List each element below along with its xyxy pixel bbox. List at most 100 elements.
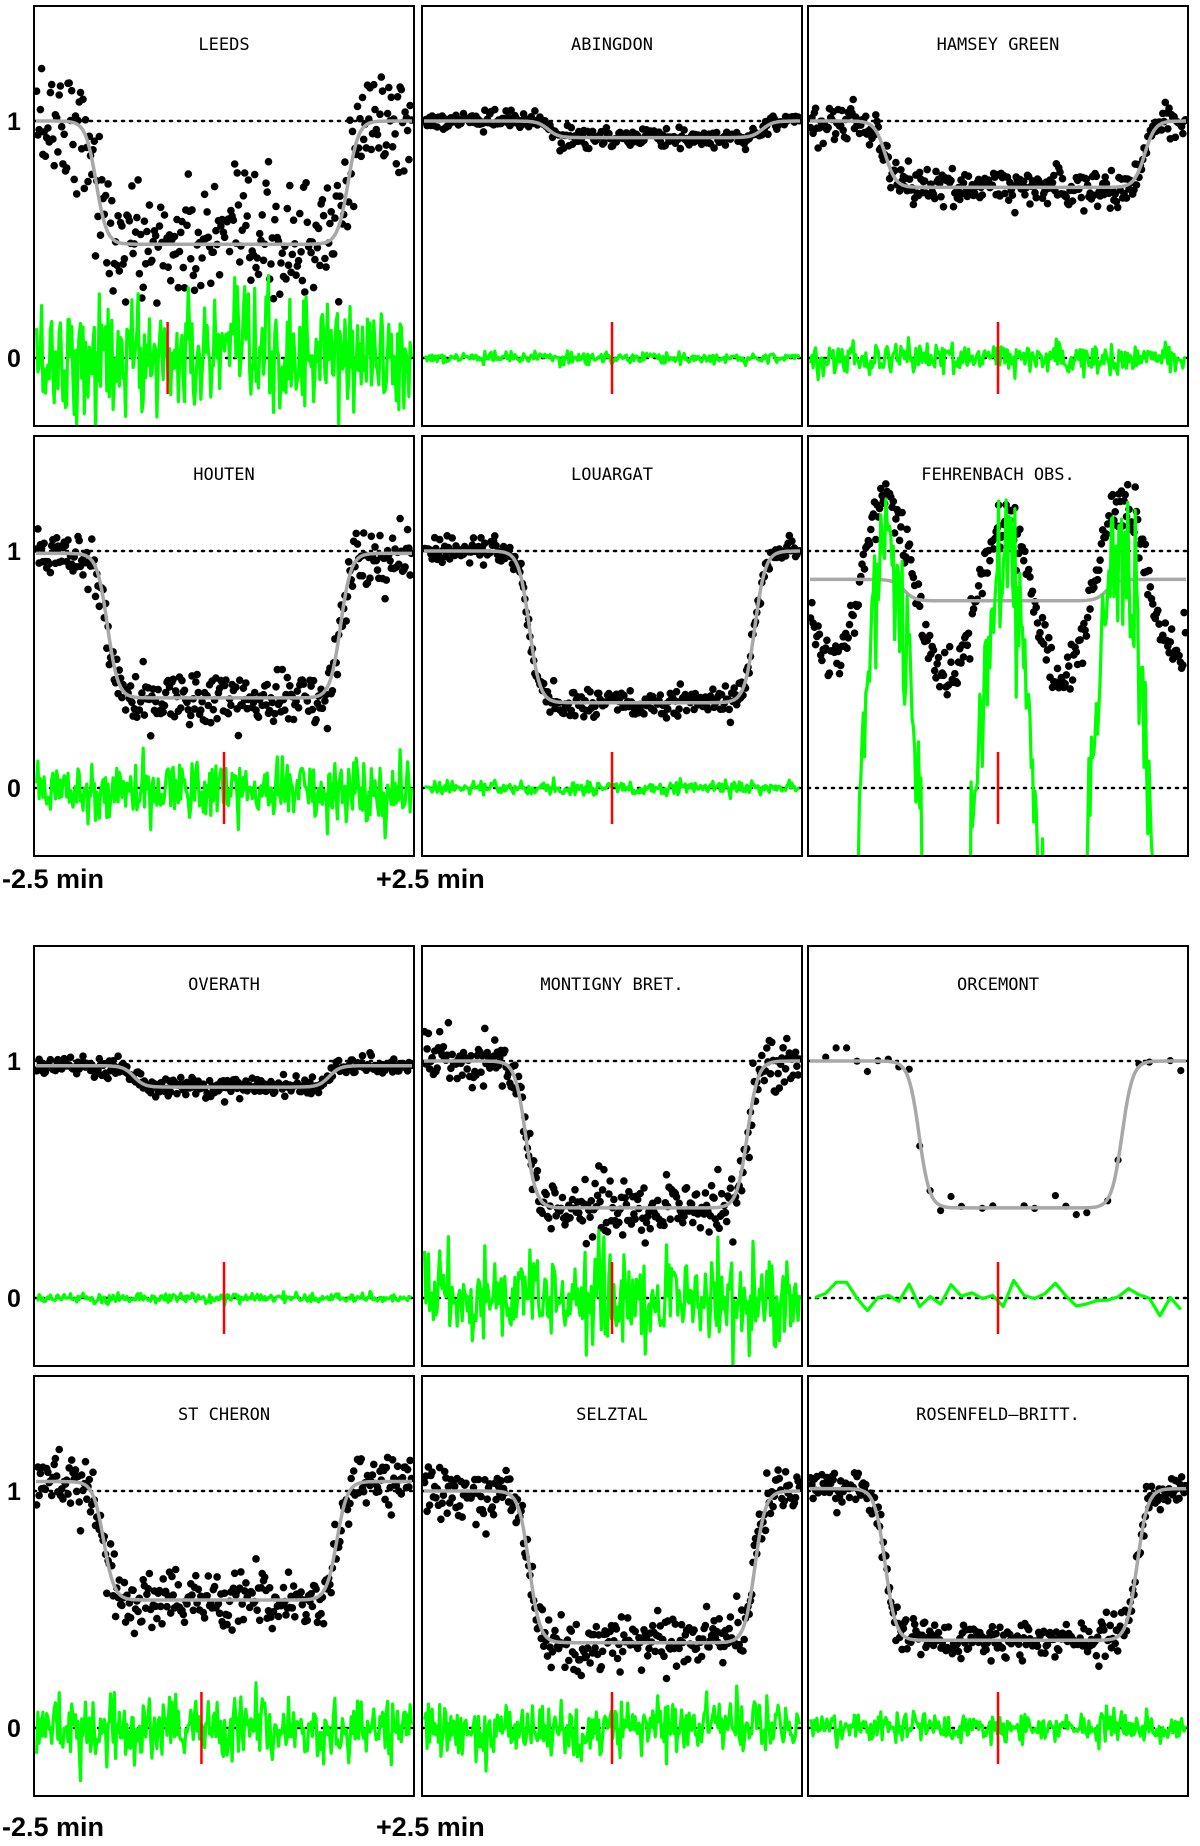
data-point (173, 1089, 181, 1098)
data-point (467, 1052, 475, 1060)
data-point (932, 167, 940, 176)
data-point (230, 160, 239, 168)
panel-title: ROSENFELD–BRITT. (916, 1405, 1080, 1425)
data-point (440, 1467, 449, 1476)
data-point (75, 1498, 83, 1506)
data-point (41, 152, 50, 160)
data-point (930, 1621, 939, 1629)
data-point (1166, 638, 1175, 646)
data-point (166, 1609, 175, 1617)
data-point (263, 680, 272, 689)
x-end-label-top: +2.5 min (376, 864, 485, 894)
data-point (489, 1510, 498, 1519)
data-point (1045, 633, 1053, 642)
data-point (233, 169, 241, 177)
data-point (307, 1590, 315, 1598)
data-point (559, 709, 568, 718)
data-point (586, 1213, 594, 1221)
data-point (872, 111, 880, 119)
data-point (279, 1583, 288, 1592)
data-point (120, 254, 129, 263)
panel-frame (807, 5, 1189, 427)
data-point (303, 1616, 312, 1625)
data-point (905, 540, 914, 548)
data-point (660, 1652, 668, 1661)
data-point (872, 535, 880, 544)
x-start-label-bottom: -2.5 min (2, 1812, 105, 1842)
data-point (170, 712, 179, 721)
data-point (180, 284, 189, 292)
data-point (129, 1586, 137, 1595)
data-point (780, 1497, 789, 1505)
data-point (1146, 583, 1155, 591)
x-end-label-bottom: +2.5 min (376, 1812, 485, 1842)
data-point (761, 1526, 770, 1535)
data-point (1024, 1625, 1033, 1634)
data-point (272, 683, 280, 691)
panel-title: HOUTEN (193, 465, 254, 485)
data-point (605, 1190, 613, 1198)
data-point (675, 705, 683, 713)
data-point (308, 1073, 317, 1081)
data-point (301, 288, 309, 296)
data-point (472, 1520, 480, 1529)
data-point (481, 1024, 489, 1033)
observed-points (34, 1445, 414, 1638)
data-point (781, 1468, 790, 1476)
data-point (81, 1457, 90, 1466)
data-point (779, 1044, 787, 1052)
data-point (282, 1611, 290, 1619)
data-point (136, 1070, 145, 1078)
data-point (177, 228, 185, 237)
data-point (253, 254, 261, 262)
data-point (254, 270, 263, 279)
data-point (1101, 173, 1109, 181)
data-point (348, 582, 357, 590)
data-point (450, 551, 459, 560)
data-point (741, 145, 750, 154)
data-point (106, 219, 115, 227)
data-point (151, 697, 160, 706)
data-point (54, 148, 62, 156)
data-point (1011, 208, 1019, 217)
data-point (385, 1501, 393, 1509)
data-point (204, 233, 213, 242)
data-point (136, 230, 145, 239)
data-point (371, 105, 379, 114)
data-point (677, 1620, 686, 1629)
data-point (62, 164, 71, 172)
data-point (1032, 193, 1040, 202)
data-point (214, 1599, 223, 1608)
data-point (44, 124, 52, 132)
data-point (730, 684, 738, 692)
data-point (615, 1218, 623, 1227)
data-point (35, 1491, 43, 1500)
data-point (36, 105, 45, 114)
data-point (118, 222, 126, 230)
data-point (439, 1491, 448, 1499)
data-point (585, 144, 593, 153)
data-point (676, 144, 685, 153)
data-point (139, 283, 147, 292)
data-point (648, 1621, 657, 1630)
data-point (662, 124, 671, 133)
data-point (969, 605, 978, 613)
data-point (477, 1492, 485, 1501)
data-point (126, 1614, 135, 1622)
data-point (433, 123, 442, 131)
y-tick-label: 0 (7, 775, 21, 803)
data-point (230, 1569, 239, 1578)
data-point (791, 1493, 800, 1502)
data-point (732, 1199, 741, 1207)
data-point (811, 640, 820, 649)
data-point (491, 105, 499, 114)
y-tick-label: 0 (7, 345, 21, 373)
data-point (859, 550, 868, 559)
observed-points (34, 64, 414, 307)
data-point (600, 138, 608, 147)
data-point (1121, 490, 1129, 499)
data-point (582, 1239, 591, 1248)
data-point (1177, 1473, 1186, 1481)
data-point (138, 689, 146, 697)
data-point (692, 1190, 701, 1198)
